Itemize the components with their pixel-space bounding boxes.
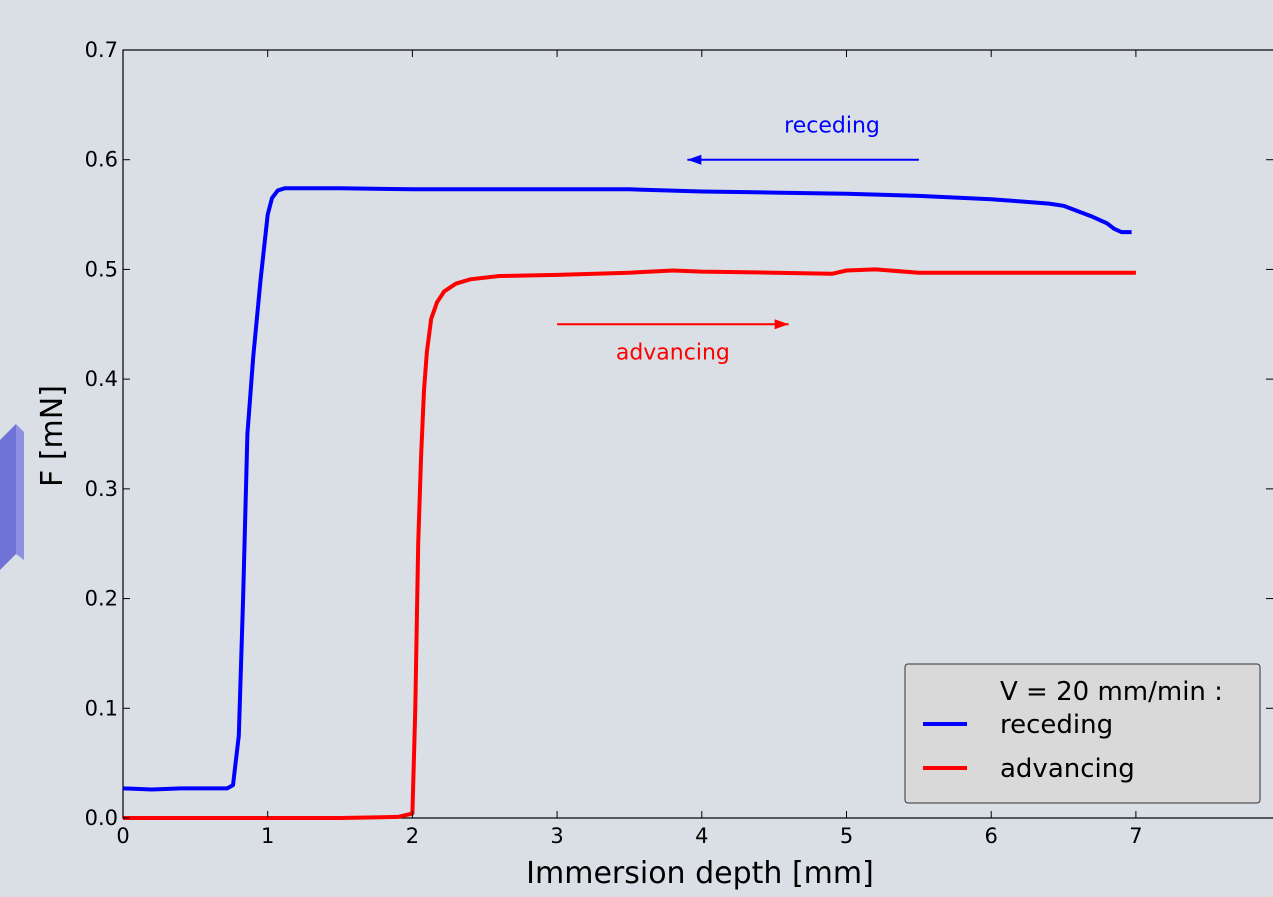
- y-tick-label: 0.1: [85, 696, 118, 720]
- axes-frame: [122, 49, 1273, 819]
- x-tick-label: 2: [406, 824, 419, 848]
- y-tick-label: 0.6: [85, 148, 118, 172]
- legend-label-advancing: advancing: [1000, 754, 1135, 784]
- series-layer: [122, 186, 1136, 820]
- x-tick-label: 3: [550, 824, 563, 848]
- decorative-cube-graphic: [0, 424, 24, 570]
- x-tick-label: 6: [985, 824, 998, 848]
- y-tick-label: 0.5: [85, 257, 118, 281]
- annotation-label-advancing: advancing: [616, 340, 730, 365]
- x-axis-label: Immersion depth [mm]: [526, 856, 874, 891]
- x-tick-label: 0: [116, 824, 129, 848]
- legend-title: V = 20 mm/min :: [1000, 677, 1223, 707]
- x-tick-label: 4: [695, 824, 708, 848]
- x-tick-label: 7: [1129, 824, 1142, 848]
- annotation-arrowhead-advancing: [774, 319, 789, 330]
- plot-area: [122, 49, 1273, 819]
- annotation-layer: receding advancing: [557, 113, 919, 365]
- tick-layer: 0123456780.00.10.20.30.40.50.60.7: [85, 38, 1273, 848]
- y-tick-label: 0.7: [85, 38, 118, 62]
- y-tick-label: 0.4: [85, 367, 118, 391]
- x-tick-label: 5: [840, 824, 853, 848]
- y-tick-label: 0.3: [85, 477, 118, 501]
- annotation-arrowhead-receding: [687, 154, 702, 165]
- annotation-label-receding: receding: [784, 113, 880, 138]
- y-tick-label: 0.2: [85, 587, 118, 611]
- series-line-advancing: [123, 267, 1136, 820]
- legend-box: [904, 663, 1261, 804]
- legend-label-receding: receding: [1000, 710, 1113, 740]
- legend: V = 20 mm/min :receding advancing: [904, 663, 1261, 804]
- y-axis-label: F [mN]: [35, 385, 70, 487]
- series-line-receding: [122, 186, 1132, 792]
- x-tick-label: 1: [261, 824, 274, 848]
- y-tick-label: 0.0: [85, 806, 118, 830]
